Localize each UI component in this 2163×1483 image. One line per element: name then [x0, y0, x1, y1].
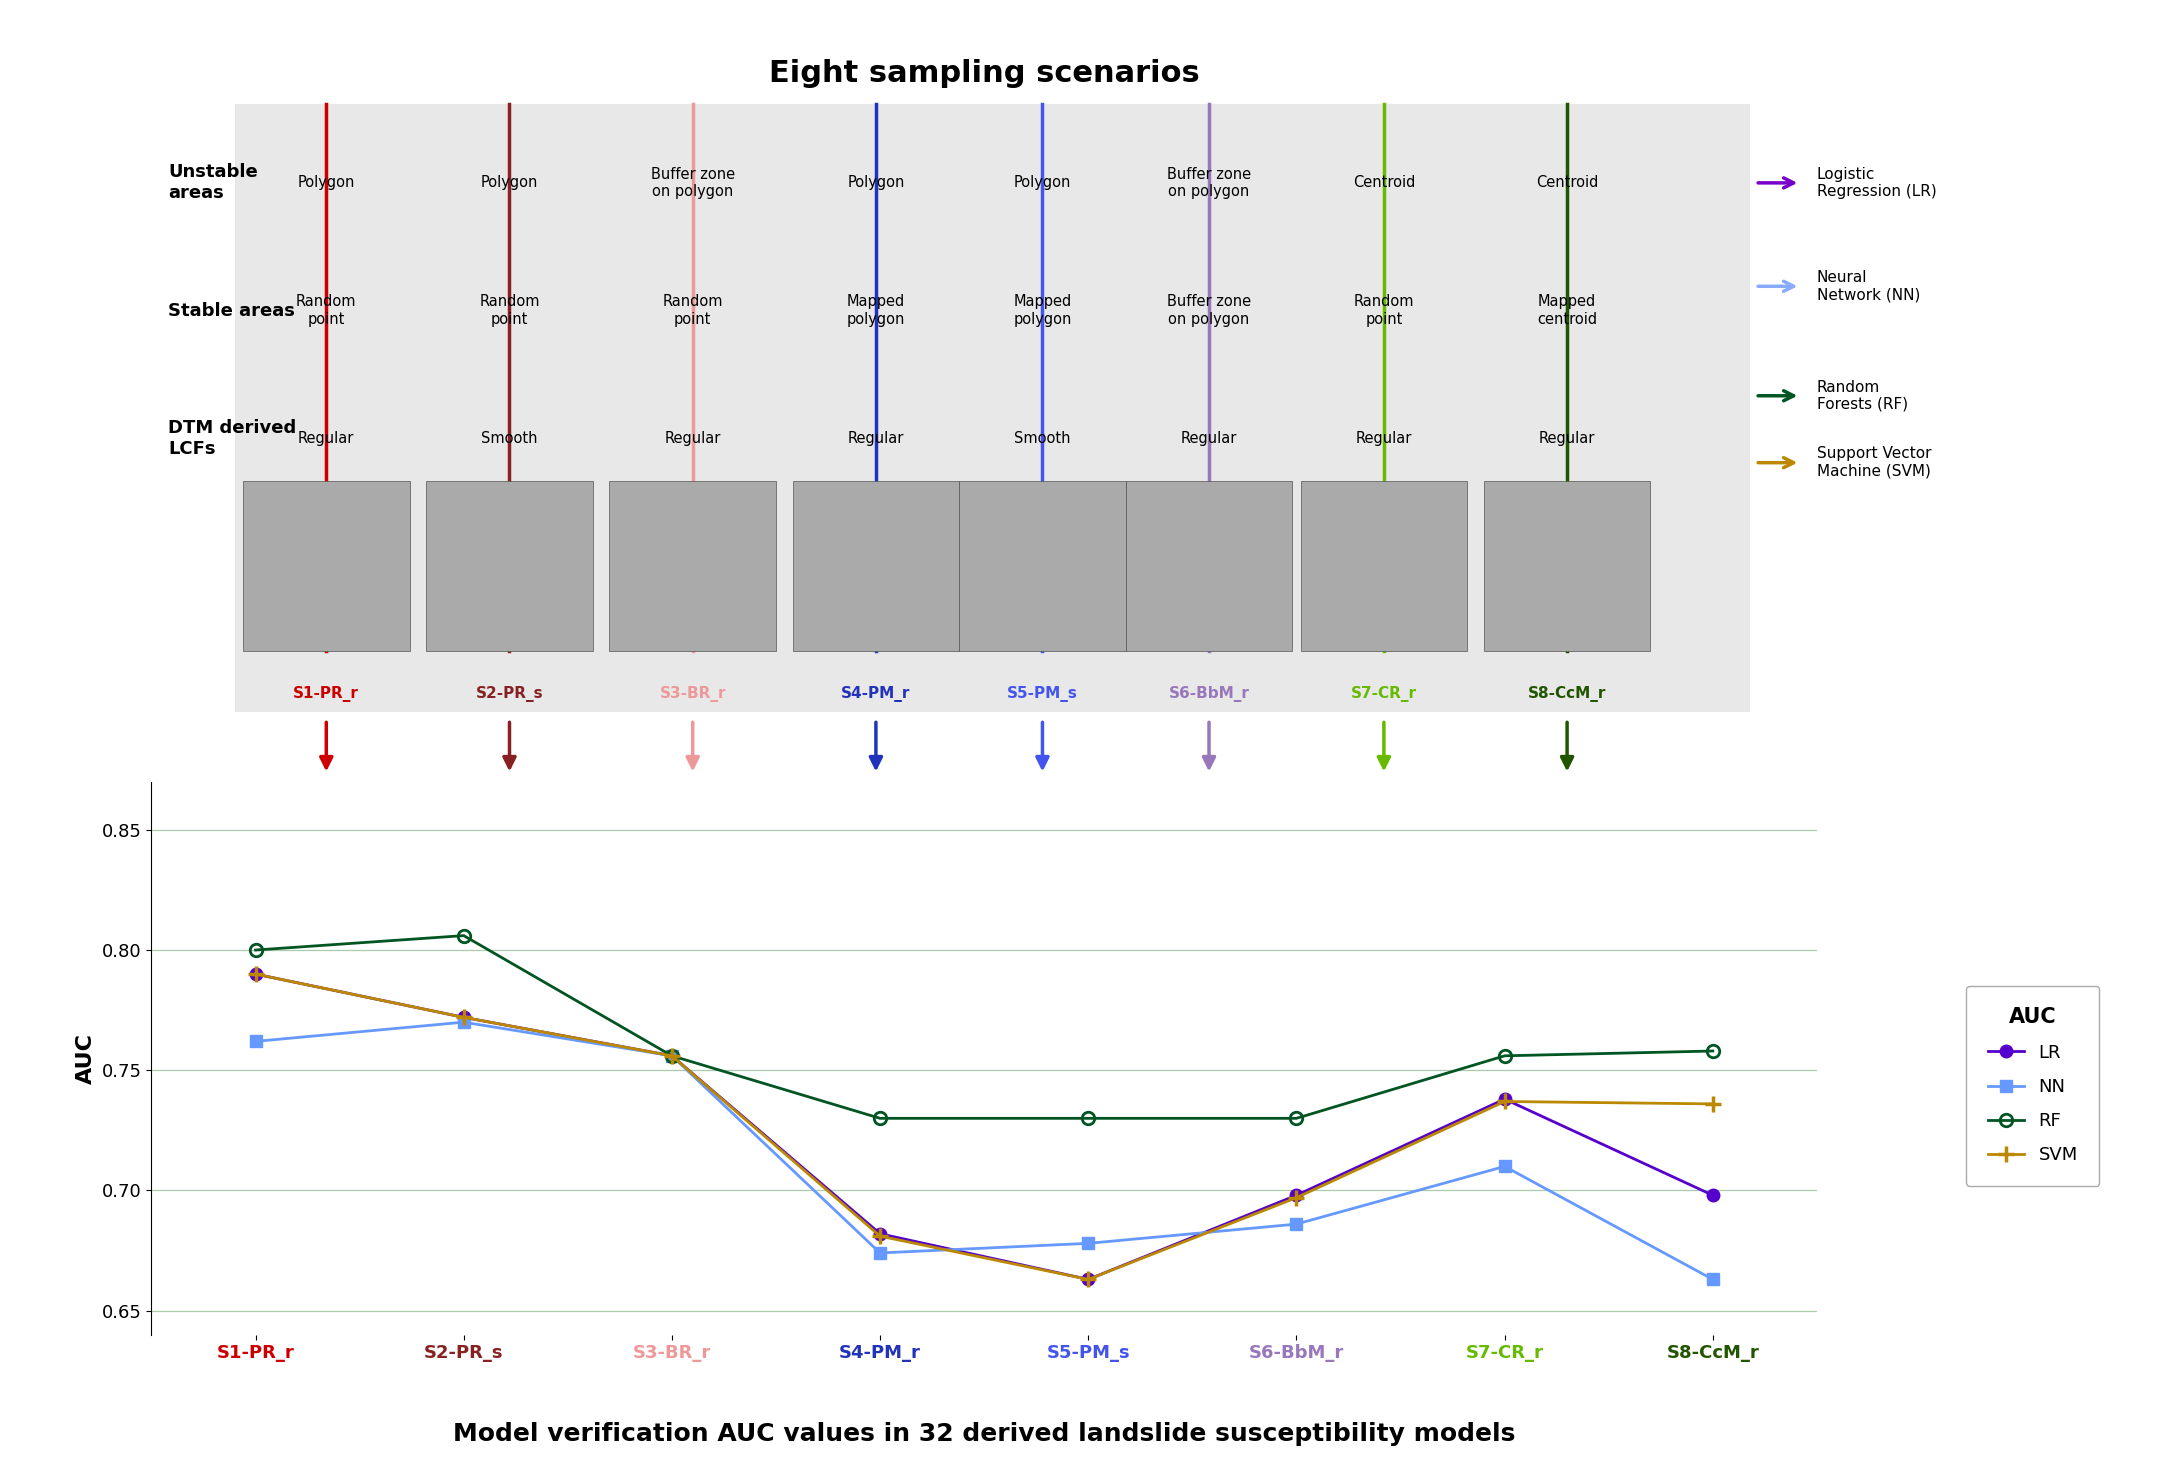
Bar — [242, 480, 409, 651]
LR — [1283, 1186, 1309, 1204]
LR — [242, 965, 268, 983]
Text: Stable areas: Stable areas — [169, 301, 294, 320]
SVM — [242, 965, 268, 983]
Line: RF: RF — [249, 930, 1720, 1124]
Y-axis label: AUC: AUC — [76, 1032, 95, 1084]
RF — [1492, 1047, 1518, 1065]
SVM — [1492, 1093, 1518, 1111]
LR — [450, 1008, 476, 1026]
Text: S7-CR_r: S7-CR_r — [1352, 685, 1417, 701]
NN — [1700, 1271, 1726, 1289]
Text: Polygon: Polygon — [480, 175, 539, 190]
Bar — [1484, 480, 1650, 651]
RF — [867, 1109, 893, 1127]
Text: Random
Forests (RF): Random Forests (RF) — [1817, 380, 1908, 412]
Line: LR: LR — [249, 968, 1720, 1286]
Text: Centroid: Centroid — [1536, 175, 1598, 190]
NN — [1492, 1158, 1518, 1176]
NN — [450, 1013, 476, 1031]
Bar — [1125, 480, 1291, 651]
LR — [1075, 1271, 1101, 1289]
Text: Random
point: Random point — [662, 295, 722, 326]
Text: Regular: Regular — [664, 432, 720, 446]
Text: Random
point: Random point — [480, 295, 541, 326]
Text: S8-CcM_r: S8-CcM_r — [1527, 685, 1607, 701]
RF — [1075, 1109, 1101, 1127]
Text: S6-BbM_r: S6-BbM_r — [1168, 685, 1250, 701]
RF — [242, 942, 268, 960]
RF — [1700, 1043, 1726, 1060]
Text: Mapped
polygon: Mapped polygon — [1012, 295, 1071, 326]
SVM — [660, 1047, 686, 1065]
SVM — [1700, 1094, 1726, 1112]
Text: Smooth: Smooth — [1014, 432, 1071, 446]
LR — [1492, 1090, 1518, 1108]
NN — [242, 1032, 268, 1050]
Text: Mapped
centroid: Mapped centroid — [1538, 295, 1596, 326]
SVM — [1075, 1271, 1101, 1289]
Text: S1-PR_r: S1-PR_r — [294, 685, 359, 701]
SVM — [867, 1228, 893, 1246]
NN — [867, 1244, 893, 1262]
Text: Centroid: Centroid — [1352, 175, 1415, 190]
Text: Logistic
Regression (LR): Logistic Regression (LR) — [1817, 166, 1936, 199]
Text: Neural
Network (NN): Neural Network (NN) — [1817, 270, 1921, 303]
Text: Polygon: Polygon — [1014, 175, 1071, 190]
SVM — [1283, 1189, 1309, 1207]
Text: Model verification AUC values in 32 derived landslide susceptibility models: Model verification AUC values in 32 deri… — [452, 1422, 1516, 1446]
Text: Regular: Regular — [298, 432, 355, 446]
Bar — [1300, 480, 1467, 651]
Text: Support Vector
Machine (SVM): Support Vector Machine (SVM) — [1817, 446, 1932, 479]
Text: Regular: Regular — [1356, 432, 1412, 446]
Text: Buffer zone
on polygon: Buffer zone on polygon — [1168, 295, 1250, 326]
Text: Polygon: Polygon — [848, 175, 904, 190]
SVM — [450, 1008, 476, 1026]
RF — [1283, 1109, 1309, 1127]
Text: Buffer zone
on polygon: Buffer zone on polygon — [1168, 166, 1250, 199]
Bar — [958, 480, 1125, 651]
Text: Smooth: Smooth — [480, 432, 539, 446]
Text: Eight sampling scenarios: Eight sampling scenarios — [768, 59, 1200, 89]
Bar — [792, 480, 958, 651]
Text: Random
point: Random point — [1354, 295, 1415, 326]
NN — [1075, 1234, 1101, 1252]
NN — [660, 1047, 686, 1065]
Text: Random
point: Random point — [296, 295, 357, 326]
Text: Regular: Regular — [1181, 432, 1237, 446]
Text: Polygon: Polygon — [298, 175, 355, 190]
Text: S2-PR_s: S2-PR_s — [476, 685, 543, 701]
Bar — [610, 480, 777, 651]
Text: S3-BR_r: S3-BR_r — [660, 685, 727, 701]
LR — [660, 1047, 686, 1065]
Line: SVM: SVM — [247, 965, 1722, 1287]
Legend: LR, NN, RF, SVM: LR, NN, RF, SVM — [1966, 986, 2100, 1186]
Text: S4-PM_r: S4-PM_r — [841, 685, 911, 701]
Text: Regular: Regular — [1538, 432, 1596, 446]
RF — [660, 1047, 686, 1065]
Bar — [426, 480, 593, 651]
Text: Unstable
areas: Unstable areas — [169, 163, 257, 202]
Text: Buffer zone
on polygon: Buffer zone on polygon — [651, 166, 735, 199]
LR — [867, 1225, 893, 1243]
Text: DTM derived
LCFs: DTM derived LCFs — [169, 420, 296, 458]
LR — [1700, 1186, 1726, 1204]
Text: S5-PM_s: S5-PM_s — [1008, 685, 1077, 701]
Line: NN: NN — [249, 1016, 1720, 1286]
Text: Regular: Regular — [848, 432, 904, 446]
Text: Mapped
polygon: Mapped polygon — [846, 295, 904, 326]
NN — [1283, 1215, 1309, 1232]
RF — [450, 927, 476, 945]
